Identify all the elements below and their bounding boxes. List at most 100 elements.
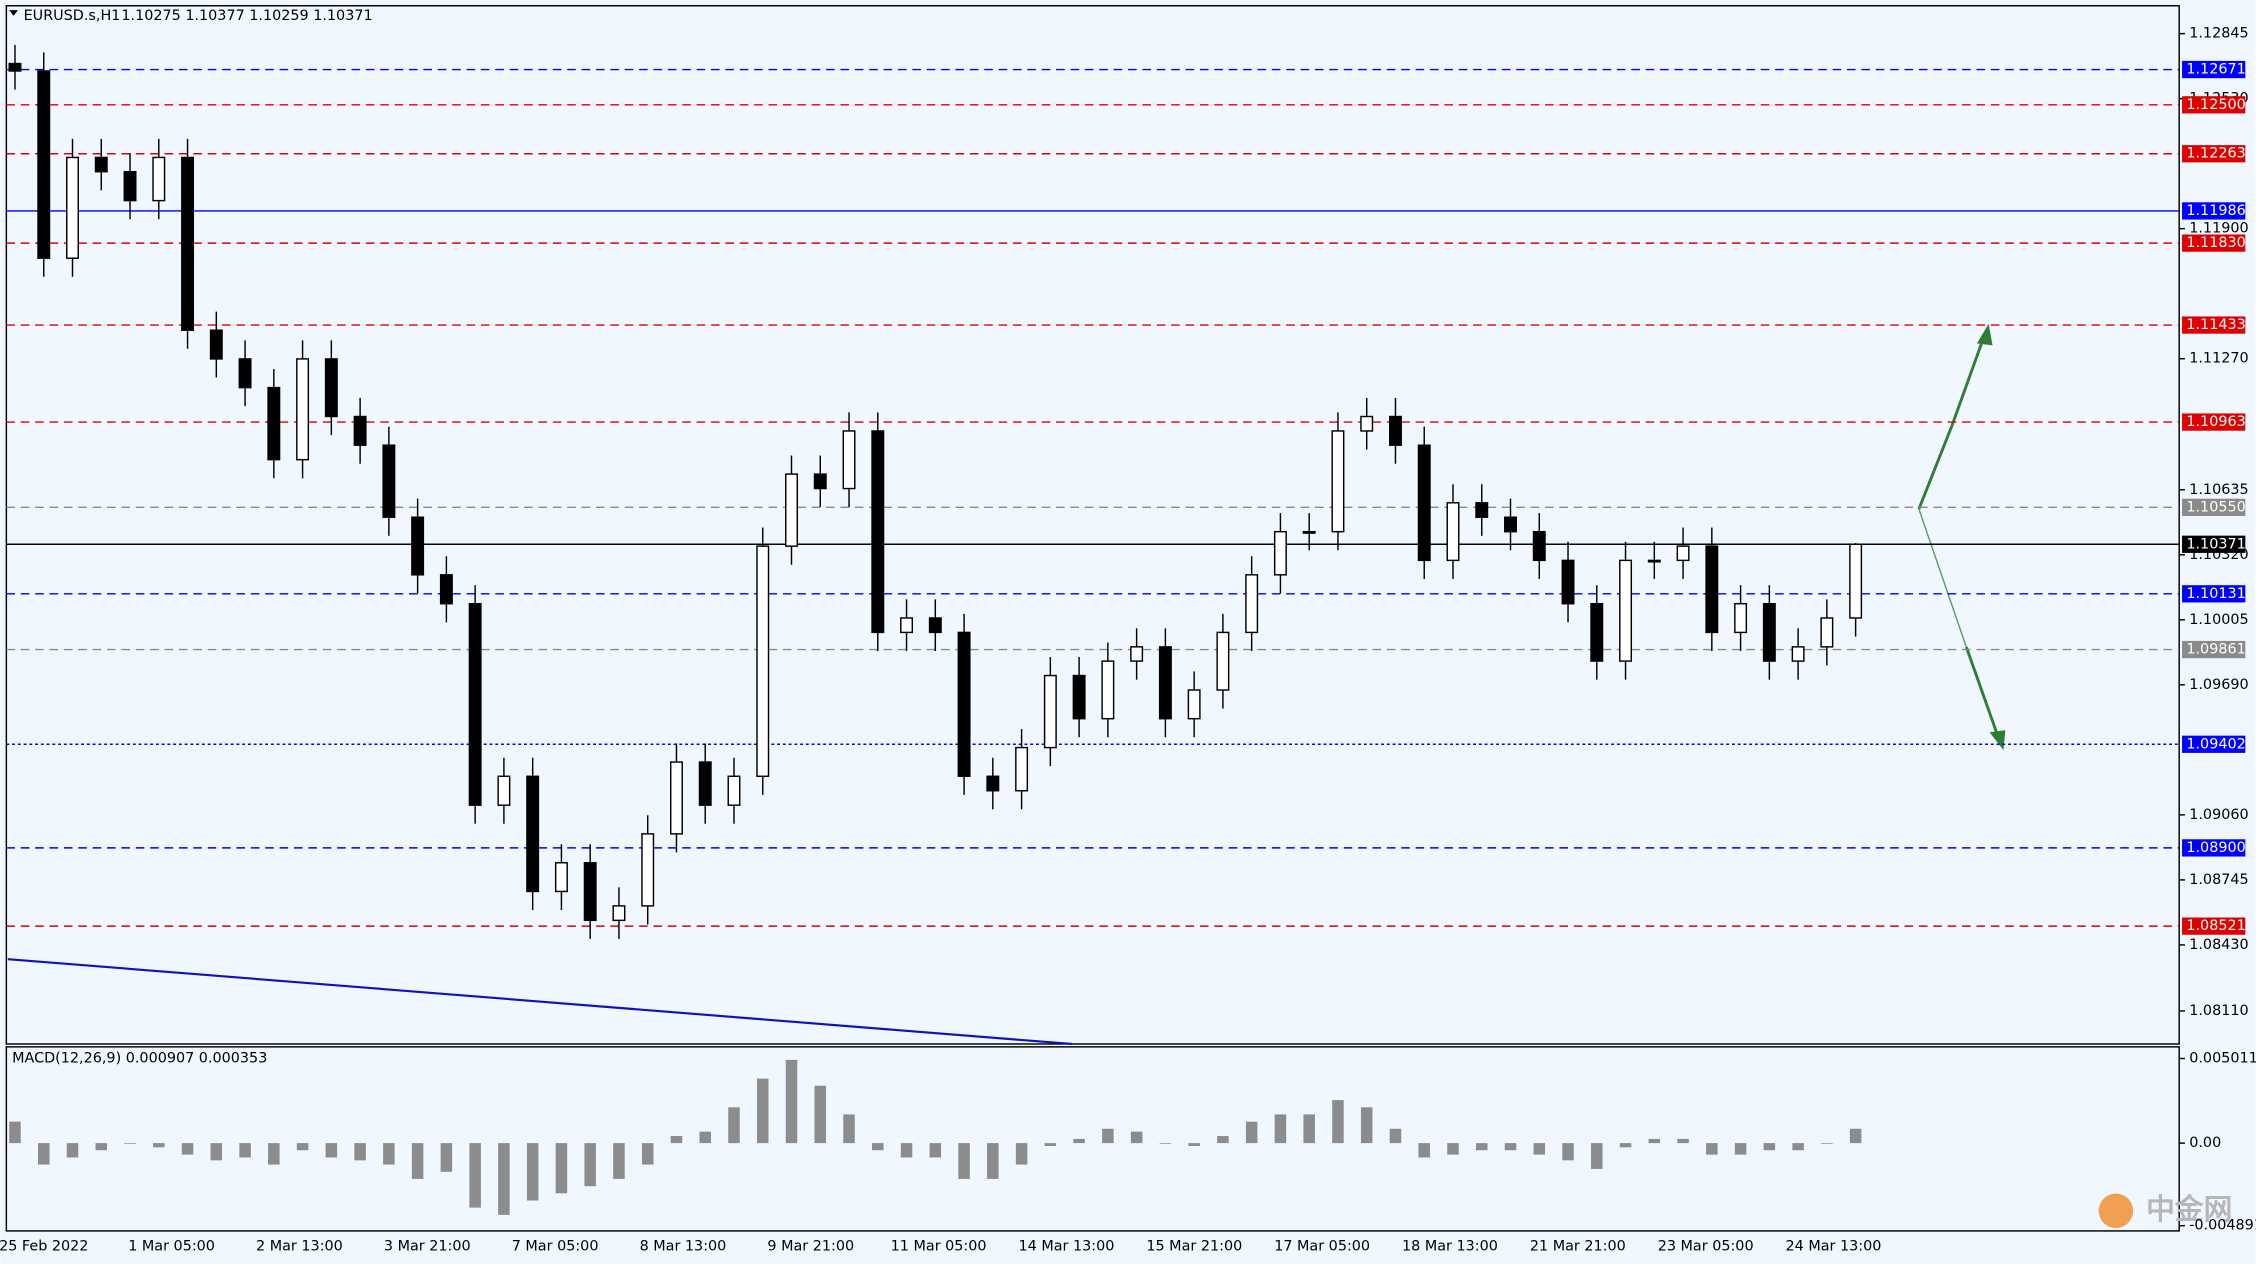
macd-bar (900, 1143, 913, 1158)
candle-body (66, 156, 79, 259)
macd-y-tick-label: 0.00 (2189, 1135, 2221, 1151)
quote: 1.10275 1.10377 1.10259 1.10371 (121, 8, 372, 24)
level-label: 1.12500 (2186, 97, 2245, 113)
candle-body (669, 761, 683, 835)
macd-bar (354, 1143, 366, 1161)
macd-bar (958, 1143, 970, 1179)
candle-body (1676, 545, 1690, 562)
macd-bar (555, 1143, 568, 1194)
candle-body (842, 430, 856, 490)
candle-body (1101, 660, 1115, 720)
macd-bar (1303, 1114, 1315, 1144)
macd-bar (1389, 1128, 1402, 1144)
candle-body (871, 430, 885, 634)
candle-body (1590, 602, 1604, 662)
candle-body (986, 775, 1000, 792)
level-label: 1.08521 (2186, 918, 2245, 934)
watermark: 中金网 (2146, 1192, 2232, 1226)
level-box (2182, 96, 2246, 114)
level-box (2182, 535, 2246, 553)
candle-body (1130, 646, 1144, 662)
y-tick-label: 1.09060 (2189, 807, 2248, 823)
candle-body (1475, 502, 1489, 518)
time-label: 18 Mar 13:00 (1402, 1239, 1498, 1255)
y-tick-label: 1.11270 (2189, 351, 2248, 367)
macd-bar (124, 1143, 136, 1144)
macd-bar (1044, 1143, 1057, 1146)
candle-body (1158, 646, 1172, 720)
level-label: 1.12671 (2186, 62, 2245, 78)
candle-body (900, 617, 914, 634)
candle-body (1619, 559, 1633, 662)
time-label: 7 Mar 05:00 (512, 1239, 599, 1255)
candle-body (181, 156, 195, 331)
candle-body (382, 444, 396, 518)
candle-body (296, 358, 310, 461)
level-box (2182, 498, 2246, 516)
forecast-arrows (1917, 323, 2006, 751)
macd-y-tick-label: -0.004891 (2189, 1218, 2256, 1234)
macd-label: MACD(12,26,9) 0.000907 0.000353 (12, 1050, 267, 1066)
macd-bar (1274, 1114, 1287, 1144)
candle-body (1043, 674, 1057, 749)
candle-body (37, 70, 51, 259)
candle-body (554, 862, 568, 893)
macd-bar (95, 1143, 108, 1151)
macd-bar (1706, 1143, 1718, 1155)
macd-bar (37, 1143, 50, 1165)
candle-body (928, 617, 942, 634)
time-label: 17 Mar 05:00 (1274, 1239, 1370, 1255)
macd-panel (5, 1046, 2180, 1232)
candle-body (1446, 502, 1460, 562)
candle-body (267, 386, 281, 461)
candle-body (353, 415, 367, 446)
macd-bar (1475, 1143, 1488, 1151)
candle-body (526, 775, 540, 893)
candle-body (1561, 559, 1575, 605)
macd-bar (1418, 1143, 1430, 1158)
candle-body (439, 574, 453, 605)
candle-body (957, 631, 971, 777)
macd-bar (699, 1131, 711, 1144)
candle-body (583, 862, 597, 922)
macd-bar (1591, 1143, 1603, 1169)
candle-body (1388, 415, 1402, 446)
level-label: 1.10371 (2186, 536, 2245, 552)
macd-y-tick-label: 0.005011 (2189, 1050, 2256, 1066)
level-box (2182, 316, 2246, 334)
macd-bar (1188, 1143, 1200, 1146)
trend-line (7, 958, 1073, 1046)
macd-bar (181, 1143, 194, 1155)
level-box (2182, 234, 2246, 252)
macd-bar (814, 1085, 827, 1144)
level-box (2182, 917, 2246, 935)
candle-body (8, 62, 22, 72)
candle-body (497, 775, 511, 806)
level-label: 1.09861 (2186, 642, 2245, 658)
macd-bar (296, 1143, 309, 1151)
candle-body (1245, 574, 1259, 634)
macd-bar (1447, 1143, 1459, 1155)
macd-bar (1562, 1143, 1574, 1161)
macd-bar (1734, 1143, 1747, 1155)
macd-bar (1533, 1143, 1546, 1155)
level-label: 1.10131 (2186, 586, 2245, 602)
time-label: 11 Mar 05:00 (891, 1239, 987, 1255)
level-box (2182, 202, 2246, 220)
level-label: 1.08900 (2186, 840, 2245, 856)
macd-bar (728, 1107, 740, 1144)
macd-bar (1102, 1128, 1114, 1144)
macd-bar (1159, 1143, 1172, 1144)
macd-bar (498, 1143, 510, 1215)
menu-triangle[interactable] (9, 10, 18, 16)
macd-bar (1217, 1136, 1229, 1144)
macd-bar (785, 1059, 798, 1144)
candle-body (1791, 646, 1805, 662)
macd-bar (325, 1143, 338, 1158)
macd-bar (1245, 1121, 1258, 1144)
level-label: 1.10550 (2186, 499, 2245, 515)
candle-body (1762, 602, 1776, 662)
